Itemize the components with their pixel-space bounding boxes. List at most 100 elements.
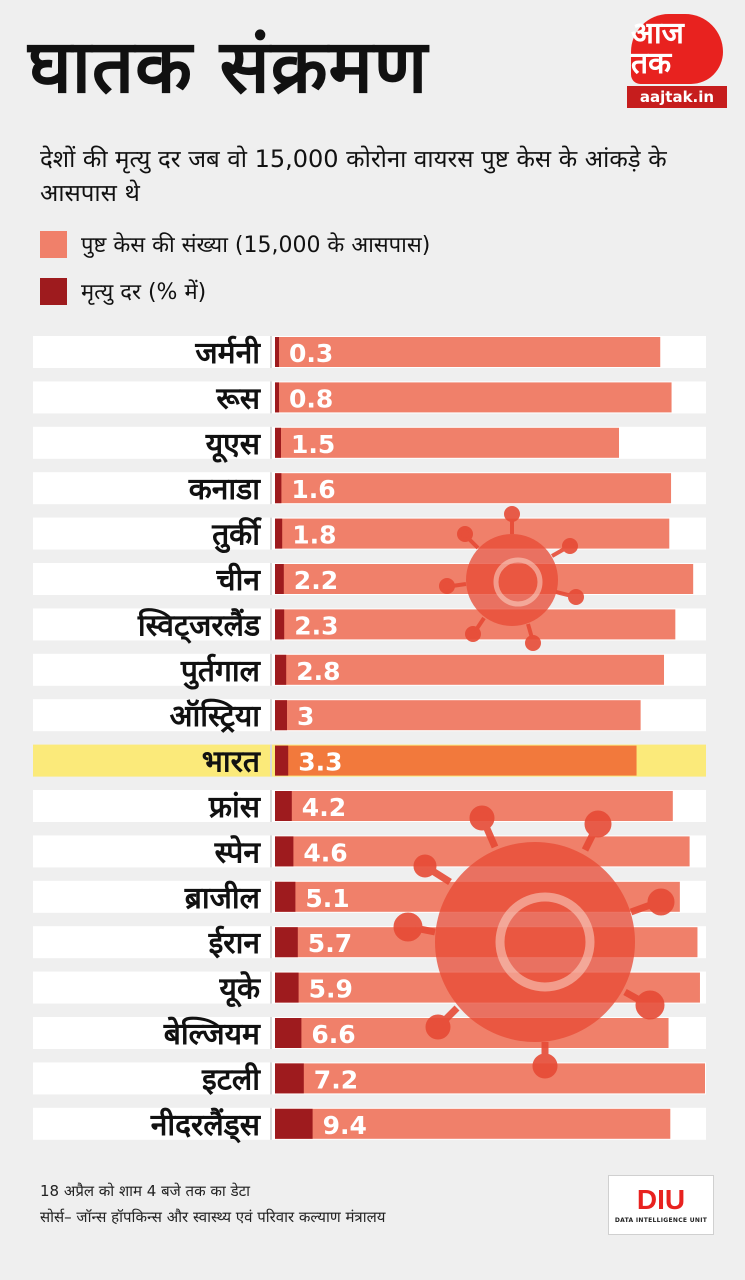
row-divider [270,744,272,777]
death-rate-bar [275,564,284,594]
diu-logo-mark: DIU [636,1184,686,1215]
diu-logo-subtitle: DATA INTELLIGENCE UNIT [614,1217,708,1224]
death-rate-bar [275,927,298,958]
row-divider [270,926,272,959]
row-divider [270,381,272,414]
death-rate-bar [275,881,296,912]
cases-bar [275,700,641,731]
death-rate-bar [275,473,282,504]
legend-swatch-cases [40,230,67,258]
row-divider [270,563,272,595]
country-label: ब्राजील [184,880,262,916]
death-rate-value-label: 3 [297,702,314,731]
death-rate-bar [275,427,281,458]
country-label: इटली [201,1061,261,1097]
death-rate-bar [275,972,299,1003]
death-rate-value-label: 7.2 [314,1065,358,1094]
aajtak-logo-mark: आज तक [631,14,723,84]
country-label: यूके [219,971,261,1008]
country-label: स्पेन [214,834,262,870]
row-divider [270,971,272,1004]
row-divider [270,472,272,505]
row-divider [270,608,272,641]
legend-item-death-rate: मृत्यु दर (% में) [40,276,206,306]
cases-bar [275,427,619,458]
virus-large-icon [393,805,675,1079]
bar-chart: जर्मनी 0.3 रूस 0.8 यूएस 1.5 कनाडा 1.6 तुर्की 1.8 च… [33,335,706,1144]
page-subtitle: देशों की मृत्यु दर जब वो 15,000 कोरोना व… [40,145,667,207]
death-rate-value-label: 2.3 [294,611,338,640]
country-label: पुर्तगाल [180,653,262,690]
row-divider [270,699,272,732]
death-rate-bar [275,609,285,640]
death-rate-value-label: 2.2 [294,566,338,595]
row-divider [270,517,272,550]
death-rate-bar [275,745,289,776]
cases-bar [275,1108,671,1139]
death-rate-value-label: 4.6 [303,838,347,867]
row-divider [270,880,272,913]
death-rate-value-label: 4.2 [302,793,346,822]
diu-logo: DIU DATA INTELLIGENCE UNIT [608,1175,714,1235]
virus-small-icon [439,506,584,651]
country-label: कनाडा [188,472,262,507]
death-rate-value-label: 1.8 [292,521,336,550]
death-rate-bar [275,382,279,413]
legend-swatch-death-rate [40,277,67,305]
row-divider [270,790,272,822]
legend-item-cases: पुष्ट केस की संख्या (15,000 के आसपास) [40,229,430,259]
death-rate-value-label: 1.5 [291,430,335,459]
death-rate-bar [275,1108,313,1139]
cases-bar [275,1063,705,1094]
country-label: स्विट्जरलैंड [137,607,261,644]
cases-bar [275,1018,669,1048]
footer-source: सोर्स– जॉन्स हॉपकिन्स और स्वास्थ्य एवं प… [40,1208,386,1226]
death-rate-bar [275,1063,304,1094]
death-rate-bar [275,654,287,685]
country-label: ईरान [208,925,262,961]
death-rate-value-label: 3.3 [298,748,342,777]
country-label: यूएस [205,427,262,463]
death-rate-value-label: 5.9 [309,975,353,1004]
death-rate-bar [275,337,279,367]
cases-bar [275,337,661,367]
death-rate-value-label: 9.4 [323,1111,367,1140]
aajtak-url: aajtak.in [627,86,727,108]
death-rate-bar [275,700,287,731]
country-label: बेल्जियम [163,1016,261,1052]
cases-bar [275,654,665,685]
row-divider [270,835,272,868]
death-rate-value-label: 2.8 [296,657,340,686]
country-label: जर्मनी [194,335,261,371]
row-divider [270,653,272,686]
footer: 18 अप्रैल को शाम 4 बजे तक का डेटा सोर्स–… [40,1178,385,1230]
aajtak-logo-text: आज तक [631,16,684,81]
row-divider [270,336,272,368]
country-label: रूस [215,381,261,416]
death-rate-bar [275,518,283,549]
country-label: तुर्की [211,517,262,554]
country-label: ऑस्ट्रिया [170,698,262,734]
row-divider [270,1017,272,1049]
death-rate-bar [275,1018,302,1048]
death-rate-value-label: 5.1 [305,884,349,913]
death-rate-bar [275,791,292,821]
death-rate-value-label: 0.8 [289,384,333,413]
row-divider [270,1062,272,1095]
cases-bar [275,382,672,413]
row-divider [270,426,272,459]
death-rate-value-label: 5.7 [308,929,352,958]
footer-date-note: 18 अप्रैल को शाम 4 बजे तक का डेटा [40,1182,251,1200]
row-divider [270,1107,272,1140]
country-label: चीन [216,562,262,598]
death-rate-value-label: 1.6 [291,475,335,504]
death-rate-value-label: 6.6 [311,1020,355,1049]
cases-bar [275,745,637,776]
country-label: नीदरलैंड्स [150,1107,262,1144]
country-label: भारत [202,745,262,780]
aajtak-logo[interactable]: आज तक aajtak.in [627,14,727,110]
page-title: घातक संक्रमण [28,24,429,110]
country-label: फ्रांस [208,790,262,825]
legend-label-death-rate: मृत्यु दर (% में) [81,280,207,305]
death-rate-bar [275,836,294,867]
